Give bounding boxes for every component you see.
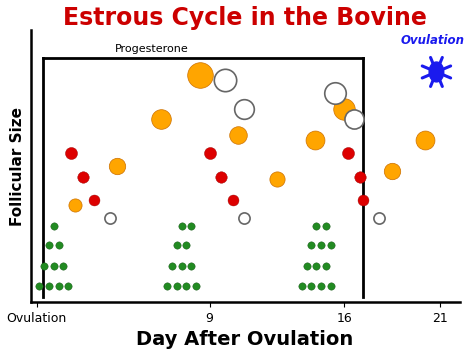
Point xyxy=(317,242,325,247)
Point xyxy=(67,150,75,156)
Point xyxy=(168,263,176,268)
Y-axis label: Follicular Size: Follicular Size xyxy=(10,106,25,226)
Point xyxy=(182,242,190,247)
Point xyxy=(308,284,315,289)
Point xyxy=(206,150,213,156)
Point xyxy=(229,197,237,203)
Point xyxy=(71,203,79,208)
Point xyxy=(312,223,320,229)
Title: Estrous Cycle in the Bovine: Estrous Cycle in the Bovine xyxy=(63,6,427,29)
Point xyxy=(344,150,352,156)
Point xyxy=(182,284,190,289)
Point xyxy=(312,263,320,268)
Point xyxy=(421,137,428,143)
Point xyxy=(322,223,330,229)
Point xyxy=(55,284,63,289)
Point xyxy=(331,90,338,96)
Point xyxy=(91,197,98,203)
Point xyxy=(303,263,310,268)
Point xyxy=(173,284,181,289)
Point xyxy=(221,77,229,83)
Point xyxy=(340,106,348,111)
Point xyxy=(311,137,319,143)
Point xyxy=(375,215,383,221)
Point xyxy=(50,223,58,229)
Point xyxy=(322,263,330,268)
Point xyxy=(317,284,325,289)
Point xyxy=(240,106,248,111)
Point xyxy=(240,215,248,221)
Point xyxy=(188,263,195,268)
Point xyxy=(60,263,67,268)
Point xyxy=(158,116,165,122)
Point xyxy=(327,242,335,247)
Point xyxy=(79,174,86,179)
Point xyxy=(50,263,58,268)
Point xyxy=(308,242,315,247)
Point xyxy=(356,174,363,179)
Text: Ovulation: Ovulation xyxy=(401,34,465,47)
Point xyxy=(113,163,121,169)
Point xyxy=(178,263,185,268)
Point xyxy=(298,284,306,289)
Point xyxy=(45,242,53,247)
Point xyxy=(40,263,48,268)
Point xyxy=(235,132,242,138)
Point xyxy=(196,72,204,77)
Point xyxy=(55,242,63,247)
Point xyxy=(45,284,53,289)
Text: Progesterone: Progesterone xyxy=(115,44,189,54)
Point xyxy=(273,176,281,182)
Point xyxy=(106,215,113,221)
Point xyxy=(388,169,396,174)
Point xyxy=(164,284,171,289)
X-axis label: Day After Ovulation: Day After Ovulation xyxy=(137,331,354,349)
Point xyxy=(173,242,181,247)
Point xyxy=(192,284,200,289)
Circle shape xyxy=(429,62,444,82)
Point xyxy=(327,284,335,289)
Point xyxy=(188,223,195,229)
Point xyxy=(350,116,357,122)
Point xyxy=(217,174,225,179)
Point xyxy=(64,284,72,289)
Point xyxy=(360,197,367,203)
Point xyxy=(36,284,43,289)
Point xyxy=(178,223,185,229)
